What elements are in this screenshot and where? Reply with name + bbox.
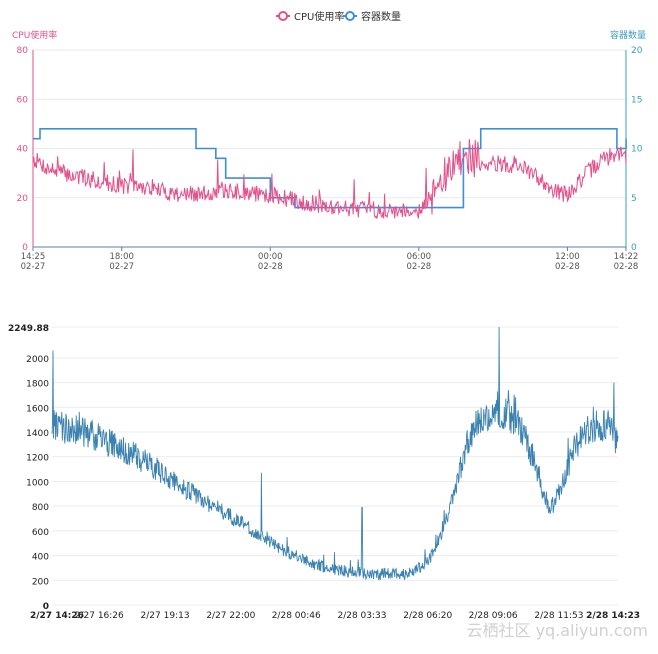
y-left-title: CPU使用率 [12, 29, 57, 41]
y-right-tick-label: 10 [631, 145, 643, 155]
x-tick-label-date: 02-28 [258, 262, 283, 272]
y-tick-label: 400 [32, 553, 49, 563]
x-tick-label: 00:00 [258, 252, 283, 262]
y-left-tick-label: 0 [22, 243, 28, 253]
y-tick-label: 1200 [26, 454, 49, 464]
y-tick-label: 2249.88 [8, 324, 49, 334]
y-tick-label: 2000 [26, 355, 49, 365]
y-tick-label: 1800 [26, 380, 49, 390]
x-tick-label: 2/28 06:20 [403, 611, 452, 621]
legend-containers-marker-dot [345, 11, 355, 21]
y-right-tick-label: 5 [631, 194, 637, 204]
y-left-tick-label: 60 [17, 95, 29, 105]
series-cpu-line [32, 139, 627, 219]
y-tick-label: 0 [43, 602, 49, 612]
x-tick-label: 2/28 03:33 [337, 611, 386, 621]
y-right-title: 容器数量 [610, 29, 646, 41]
y-tick-label: 1000 [26, 478, 49, 488]
x-tick-label-date: 02-28 [406, 262, 431, 272]
y-right-tick-label: 0 [631, 243, 637, 253]
watermark-text: 云栖社区 yq.aliyun.com [466, 621, 648, 640]
legend-cpu-marker-dot [278, 11, 288, 21]
y-tick-label: 600 [32, 528, 49, 538]
x-tick-label: 14:22 [614, 252, 639, 262]
legend-cpu[interactable]: CPU使用率 [276, 10, 344, 23]
y-left-tick-label: 40 [17, 145, 29, 155]
legend-containers[interactable]: 容器数量 [343, 10, 401, 23]
bottom-chart: 0 200 400 600 800 1000 1200 1400 1600 1800 2000 224… [8, 324, 640, 621]
series-requests-line [51, 327, 619, 581]
x-tick-label: 2/28 14:23 [586, 611, 640, 621]
x-tick-label-date: 02-27 [21, 262, 46, 272]
y-tick-label: 1600 [26, 404, 49, 414]
x-tick-label: 2/27 16:26 [75, 611, 124, 621]
x-tick-label: 2/27 14:26 [30, 611, 84, 621]
watermark: 云栖社区 yq.aliyun.com [466, 621, 648, 640]
legend[interactable]: CPU使用率 容器数量 [276, 10, 401, 23]
x-tick-label: 2/27 22:00 [206, 611, 255, 621]
legend-containers-label: 容器数量 [361, 10, 401, 23]
y-tick-label: 1400 [26, 429, 49, 439]
y-tick-label: 800 [32, 503, 49, 513]
series-containers-line [33, 128, 627, 209]
x-tick-label: 14:25 [21, 252, 46, 262]
x-tick-label: 06:00 [407, 252, 432, 262]
y-tick-label: 200 [32, 577, 49, 587]
x-tick-label: 12:00 [555, 252, 580, 262]
legend-cpu-label: CPU使用率 [294, 10, 344, 23]
x-tick-label: 2/27 19:13 [141, 611, 190, 621]
x-tick-label: 2/28 09:06 [469, 611, 518, 621]
x-tick-label-date: 02-28 [555, 262, 580, 272]
x-tick-label: 18:00 [109, 252, 134, 262]
y-right-tick-label: 20 [631, 46, 643, 56]
x-tick-label: 2/28 11:53 [534, 611, 583, 621]
y-right-tick-label: 15 [631, 95, 642, 105]
y-left-tick-label: 80 [17, 46, 29, 56]
x-tick-label-date: 02-27 [109, 262, 134, 272]
x-tick-label: 2/28 00:46 [272, 611, 321, 621]
y-left-tick-label: 20 [17, 194, 29, 204]
x-tick-label-date: 02-28 [614, 262, 639, 272]
